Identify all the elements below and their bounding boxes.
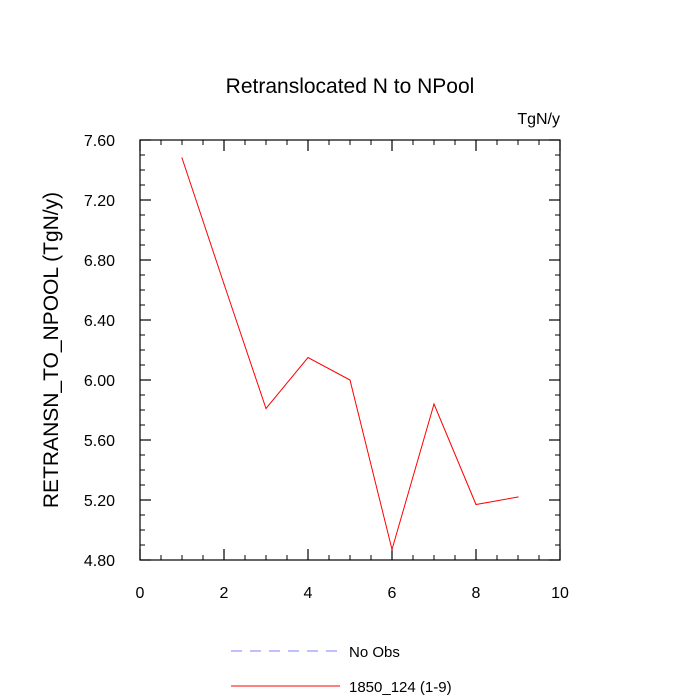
- data-point: [433, 403, 435, 405]
- series-line: [181, 157, 519, 552]
- y-tick-label: 6.80: [84, 253, 115, 270]
- legend-label: No Obs: [349, 644, 400, 661]
- chart-title: Retranslocated N to NPool: [226, 75, 475, 98]
- y-tick-label: 7.60: [84, 133, 115, 150]
- y-axis-label: RETRANSN_TO_NPOOL (TgN/y): [40, 192, 63, 508]
- data-point: [475, 503, 477, 506]
- plot-frame: [139, 139, 561, 561]
- data-point: [307, 356, 309, 359]
- y-tick-label: 6.40: [84, 313, 115, 330]
- data-point: [517, 496, 519, 498]
- y-tick-label: 5.60: [84, 433, 115, 450]
- data-point: [349, 379, 351, 381]
- x-tick-label: 4: [304, 585, 313, 602]
- data-point: [223, 283, 225, 285]
- y-tick-label: 6.00: [84, 373, 115, 390]
- legend-label: 1850_124 (1-9): [349, 679, 452, 696]
- y-tick-label: 7.20: [84, 193, 115, 210]
- data-point: [181, 157, 183, 159]
- x-tick-label: 10: [551, 585, 569, 602]
- data-point: [265, 407, 267, 410]
- y-tick-label: 4.80: [84, 553, 115, 570]
- x-tick-label: 2: [220, 585, 229, 602]
- data-point: [391, 548, 393, 551]
- x-tick-label: 0: [136, 585, 145, 602]
- y-tick-label: 5.20: [84, 493, 115, 510]
- x-tick-label: 8: [472, 585, 481, 602]
- units-label: TgN/y: [517, 111, 560, 128]
- x-tick-label: 6: [388, 585, 397, 602]
